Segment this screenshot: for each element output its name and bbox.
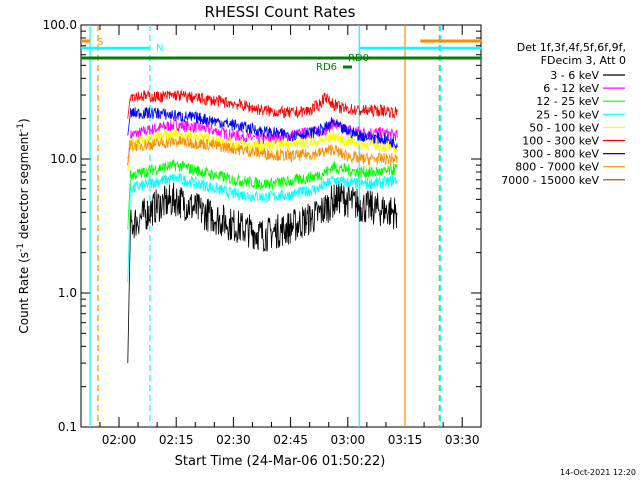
- legend-entry-label: 25 - 50 keV: [536, 108, 599, 121]
- footer-timestamp: 14-Oct-2021 12:20: [560, 468, 636, 477]
- x-tick-label: 02:00: [102, 433, 137, 447]
- x-tick-label: 03:15: [388, 433, 423, 447]
- legend-entry-label: 7000 - 15000 keV: [501, 174, 599, 187]
- y-title-suffix: ): [17, 118, 31, 123]
- legend-entry-label: 100 - 300 keV: [522, 135, 599, 148]
- legend-entry-label: 300 - 800 keV: [522, 148, 599, 161]
- legend-entry-label: 800 - 7000 keV: [515, 161, 599, 174]
- series-line-2: [127, 158, 398, 230]
- series-line-7: [127, 136, 398, 166]
- plot-frame: [80, 24, 482, 428]
- series-group: [127, 89, 398, 364]
- annotation-rd0-label: RD0: [348, 53, 369, 64]
- legend-entry-label: 6 - 12 keV: [543, 82, 599, 95]
- axis-ticks: 0.1 1.0 10.0 100.0 02:00 02:15 02:30 02:45 03:00…: [43, 18, 481, 447]
- vertical-lines: [89, 25, 442, 427]
- y-tick-label: 10.0: [50, 152, 77, 166]
- x-tick-label: 02:30: [216, 433, 251, 447]
- annotation-n-label: N: [156, 43, 163, 54]
- y-title-sup: -1: [16, 243, 26, 252]
- y-tick-label: 0.1: [58, 420, 77, 434]
- legend-entry-label: 50 - 100 keV: [529, 121, 599, 134]
- x-axis-title: Start Time (24-Mar-06 01:50:22): [175, 454, 386, 469]
- y-title-sup2: -1: [16, 123, 26, 132]
- legend-header-line1: Det 1f,3f,4f,5f,6f,9f,: [517, 41, 626, 54]
- y-axis-title: Count Rate (s-1 detector segment-1): [16, 118, 31, 333]
- legend: Det 1f,3f,4f,5f,6f,9f,FDecim 3, Att 0 3 -…: [501, 41, 626, 187]
- x-tick-label: 02:45: [273, 433, 308, 447]
- annotations-group: S N RD0 RD6: [81, 37, 482, 73]
- series-line-3: [127, 172, 398, 283]
- series-line-4: [127, 128, 398, 173]
- chart-title: RHESSI Count Rates: [205, 3, 356, 21]
- series-line-0: [127, 180, 398, 364]
- y-title-prefix: Count Rate (s: [17, 252, 31, 334]
- x-tick-label: 03:30: [445, 433, 480, 447]
- y-tick-label: 1.0: [58, 286, 77, 300]
- y-title-mid: detector segment: [17, 132, 31, 243]
- series-line-6: [127, 107, 398, 150]
- x-tick-label: 02:15: [159, 433, 194, 447]
- svg-text:Count Rate (s-1 detector segme: Count Rate (s-1 detector segment-1): [16, 118, 31, 333]
- plot-area: [80, 24, 482, 428]
- legend-header-line2: FDecim 3, Att 0: [541, 54, 626, 67]
- y-tick-label: 100.0: [43, 18, 77, 32]
- x-tick-label: 03:00: [331, 433, 366, 447]
- series-line-5: [127, 89, 398, 119]
- legend-entry-label: 3 - 6 keV: [550, 69, 599, 82]
- annotation-rd6-label: RD6: [316, 62, 337, 73]
- legend-entry-label: 12 - 25 keV: [536, 95, 599, 108]
- annotation-s-label: S: [97, 37, 103, 48]
